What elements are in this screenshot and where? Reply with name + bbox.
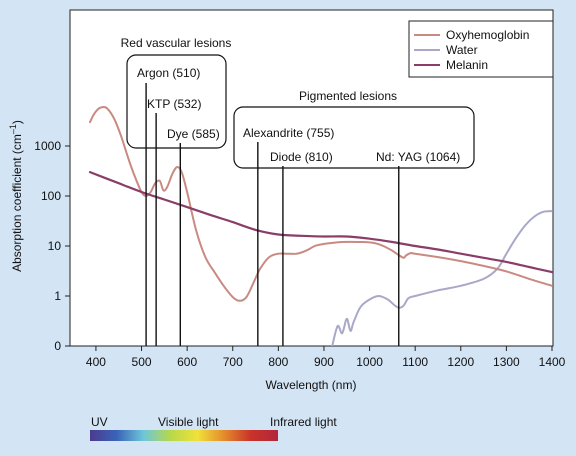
legend-label-water: Water xyxy=(446,43,478,57)
y-axis-title: Absorption coefficient (cm–1) xyxy=(8,120,24,272)
marker-label-argon: Argon (510) xyxy=(137,66,200,80)
y-axis-title-close: ) xyxy=(10,120,24,124)
x-axis-ticks: 400 500 600 700 800 900 1000 1100 1200 1300 1400 xyxy=(86,346,566,369)
x-tick-label: 1000 xyxy=(356,355,383,369)
x-tick-label: 1300 xyxy=(493,355,520,369)
y-tick-label: 1 xyxy=(54,289,61,303)
x-tick-label: 900 xyxy=(314,355,334,369)
y-tick-label: 10 xyxy=(48,239,62,253)
y-tick-label: 0 xyxy=(54,339,61,353)
y-tick-label: 100 xyxy=(41,189,61,203)
x-axis-title: Wavelength (nm) xyxy=(266,378,357,392)
pigmented-box xyxy=(233,106,475,169)
red-vascular-label: Red vascular lesions xyxy=(121,36,232,50)
x-tick-label: 800 xyxy=(268,355,288,369)
marker-label-ktp: KTP (532) xyxy=(147,97,201,111)
x-tick-label: 500 xyxy=(132,355,152,369)
legend-label-oxyhemoglobin: Oxyhemoglobin xyxy=(446,28,529,42)
legend: Oxyhemoglobin Water Melanin xyxy=(408,20,554,78)
red-vascular-box xyxy=(126,54,227,149)
y-axis-ticks: 0 1 10 100 1000 xyxy=(34,139,70,353)
series-line-oxyhemoglobin xyxy=(89,106,553,302)
x-tick-label: 600 xyxy=(177,355,197,369)
y-axis-title-main: Absorption coefficient (cm xyxy=(10,134,24,272)
spectrum-label-infrared: Infrared light xyxy=(270,415,337,429)
pigmented-label: Pigmented lesions xyxy=(299,89,397,103)
marker-label-ndyag: Nd: YAG (1064) xyxy=(376,150,460,164)
x-tick-label: 1200 xyxy=(447,355,474,369)
wavelength-markers xyxy=(145,83,400,346)
legend-label-melanin: Melanin xyxy=(446,58,488,72)
y-axis-title-sup: –1 xyxy=(8,124,18,134)
x-tick-label: 1400 xyxy=(539,355,566,369)
spectrum-label-visible: Visible light xyxy=(158,415,219,429)
spectrum-label-uv: UV xyxy=(91,415,108,429)
spectrum-bar xyxy=(90,430,278,441)
x-tick-label: 400 xyxy=(86,355,106,369)
series-line-melanin xyxy=(88,171,553,274)
series-layer xyxy=(88,106,553,346)
series-line-water xyxy=(331,210,553,346)
marker-label-alexandrite: Alexandrite (755) xyxy=(243,126,334,140)
x-tick-label: 700 xyxy=(223,355,243,369)
marker-label-dye: Dye (585) xyxy=(167,127,220,141)
y-tick-label: 1000 xyxy=(34,139,61,153)
marker-label-diode: Diode (810) xyxy=(270,150,333,164)
x-tick-label: 1100 xyxy=(402,355,428,369)
